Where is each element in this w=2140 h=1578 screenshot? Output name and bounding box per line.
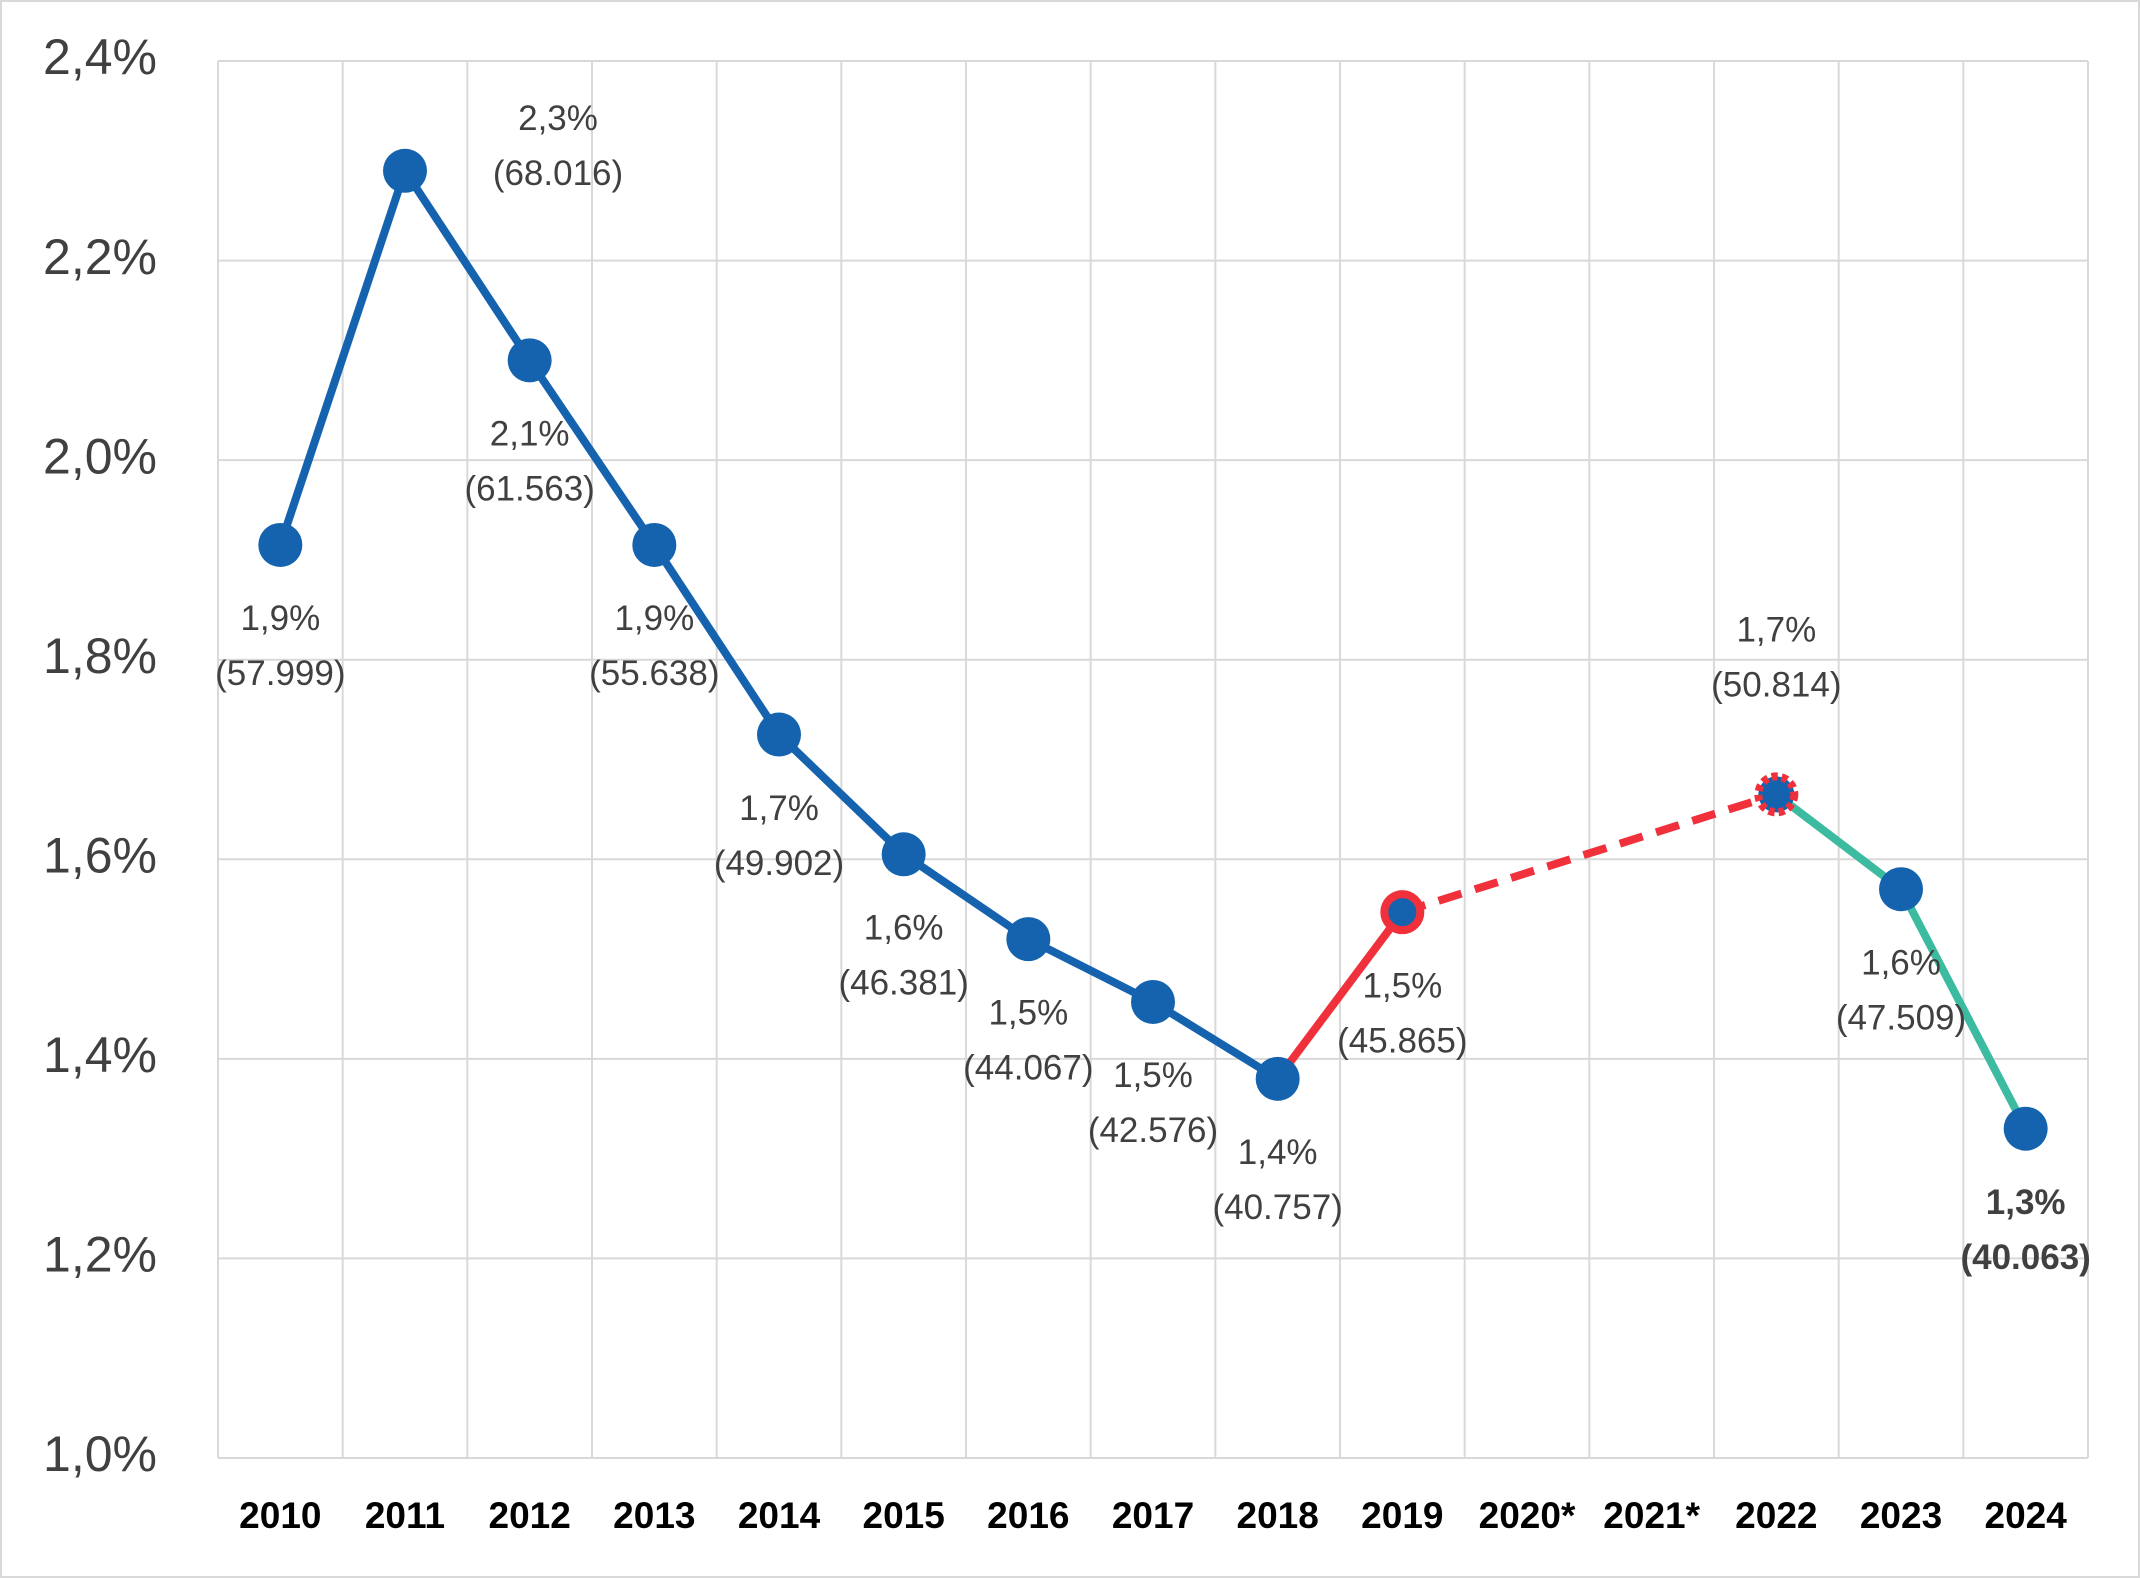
data-label: 1,5% [988, 993, 1068, 1032]
marker [1131, 979, 1175, 1024]
line-segment [1401, 790, 1778, 916]
x-tick-label: 2010 [239, 1495, 321, 1536]
marker [1255, 1056, 1300, 1101]
marker [2003, 1106, 2048, 1151]
x-tick-label: 2017 [1112, 1495, 1194, 1536]
data-label: 2,1% [490, 415, 570, 454]
y-tick-label: 1,4% [43, 1027, 157, 1083]
marker [1380, 890, 1425, 935]
y-tick-label: 2,4% [43, 29, 157, 85]
data-label: 1,7% [1736, 611, 1816, 650]
marker [507, 338, 552, 383]
y-tick-label: 1,8% [43, 628, 157, 684]
data-sublabel: (45.865) [1337, 1021, 1467, 1060]
data-label: 1,7% [739, 789, 819, 828]
x-tick-label: 2023 [1860, 1495, 1942, 1536]
marker [1754, 772, 1799, 817]
x-tick-label: 2024 [1985, 1495, 2068, 1536]
data-label: 1,9% [240, 599, 320, 638]
data-sublabel: (40.757) [1212, 1188, 1342, 1227]
x-tick-label: 2022 [1735, 1495, 1817, 1536]
x-tick-label: 2015 [863, 1495, 945, 1536]
data-label: 1,4% [1238, 1133, 1318, 1172]
x-tick-label: 2020* [1479, 1495, 1576, 1536]
data-label: 1,5% [1362, 966, 1442, 1005]
x-tick-label: 2014 [738, 1495, 821, 1536]
x-tick-label: 2013 [613, 1495, 695, 1536]
marker [881, 832, 926, 877]
data-label: 1,6% [864, 909, 944, 948]
data-sublabel: (44.067) [963, 1048, 1093, 1087]
x-tick-label: 2018 [1237, 1495, 1319, 1536]
data-sublabel: (50.814) [1711, 666, 1841, 705]
data-label: 1,3% [1986, 1183, 2066, 1222]
data-label: 1,5% [1113, 1056, 1193, 1095]
data-sublabel: (46.381) [838, 964, 968, 1003]
data-sublabel: (61.563) [464, 470, 594, 509]
marker [383, 148, 427, 193]
data-sublabel: (68.016) [493, 154, 623, 193]
data-label: 1,6% [1861, 943, 1941, 982]
x-tick-label: 2021* [1603, 1495, 1700, 1536]
data-sublabel: (42.576) [1088, 1111, 1218, 1150]
x-tick-label: 2016 [987, 1495, 1069, 1536]
x-tick-label: 2011 [365, 1495, 445, 1536]
data-sublabel: (57.999) [215, 654, 345, 693]
y-tick-label: 1,6% [43, 827, 157, 883]
marker [757, 712, 801, 757]
marker [632, 522, 677, 567]
x-tick-label: 2019 [1361, 1495, 1443, 1536]
marker [1879, 867, 1923, 912]
data-sublabel: (55.638) [589, 654, 719, 693]
y-tick-label: 2,0% [43, 428, 157, 484]
data-sublabel: (47.509) [1836, 998, 1966, 1037]
data-sublabel: (40.063) [1960, 1238, 2090, 1277]
marker [1006, 917, 1051, 962]
y-tick-label: 1,0% [43, 1426, 157, 1482]
data-sublabel: (49.902) [714, 844, 844, 883]
marker [258, 522, 303, 567]
y-tick-label: 1,2% [43, 1227, 157, 1283]
data-label: 1,9% [614, 599, 694, 638]
y-tick-label: 2,2% [43, 229, 157, 285]
x-tick-label: 2012 [489, 1495, 571, 1536]
line-segment [1274, 909, 1406, 1082]
data-label: 2,3% [518, 99, 598, 138]
